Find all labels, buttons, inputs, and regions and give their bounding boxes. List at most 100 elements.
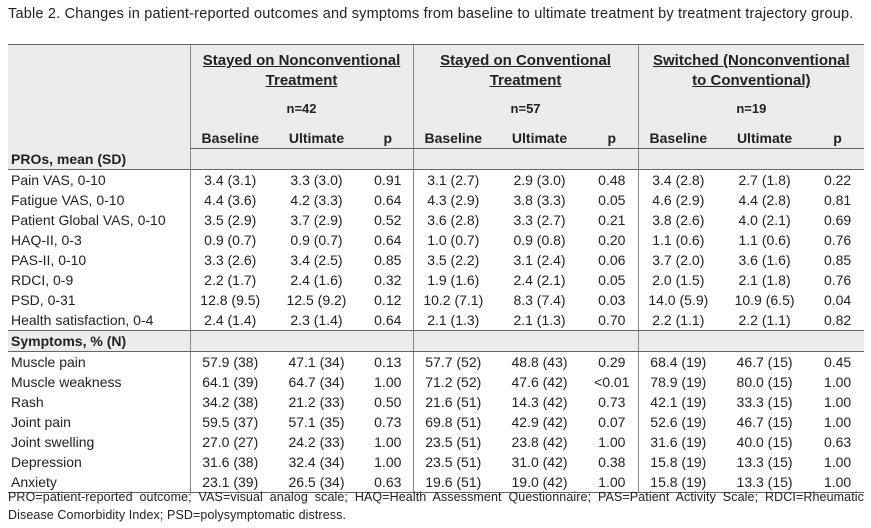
data-row: RDCI, 0-9 2.2 (1.7) 2.4 (1.6) 0.32 1.9 (1.6)… xyxy=(8,270,864,290)
value-cell: 3.8 (3.3) xyxy=(513,192,566,208)
value-cell: 1.00 xyxy=(374,454,402,470)
value-cell: 23.8 (42) xyxy=(511,434,568,450)
value-cell: 47.6 (42) xyxy=(511,374,568,390)
value-cell: <0.01 xyxy=(594,374,630,390)
value-cell: 64.7 (34) xyxy=(288,374,345,390)
section-fill xyxy=(363,330,414,352)
group-header: Switched (Nonconventional to Conventiona… xyxy=(637,44,865,95)
value-cell: 12.8 (9.5) xyxy=(189,290,270,310)
value-cell: 1.9 (1.6) xyxy=(412,270,494,290)
section-fill xyxy=(363,148,414,170)
value-cell: 42.1 (19) xyxy=(637,392,719,412)
value-cell: 3.7 (2.0) xyxy=(637,250,719,270)
value-cell: 26.5 (34) xyxy=(270,472,363,493)
value-cell: 0.82 xyxy=(811,310,865,331)
row-label: Health satisfaction, 0-4 xyxy=(8,310,190,331)
value-cell: 2.2 (1.1) xyxy=(637,310,719,331)
value-cell: 4.0 (2.1) xyxy=(738,212,791,228)
value-cell: 0.85 xyxy=(823,252,852,268)
value-cell: 69.8 (51) xyxy=(412,412,494,432)
value-cell: 31.0 (42) xyxy=(511,454,568,470)
value-cell: 40.0 (15) xyxy=(736,434,793,450)
section-fill xyxy=(270,330,363,352)
row-label: Rash xyxy=(11,394,44,410)
value-cell: 2.2 (1.1) xyxy=(718,310,812,331)
value-cell: 0.70 xyxy=(586,310,639,331)
column-header: Baseline xyxy=(637,123,719,149)
section-row: Symptoms, % (N) xyxy=(8,330,865,352)
data-row: Fatigue VAS, 0-10 4.4 (3.6) 4.2 (3.3) 0.64 4… xyxy=(8,190,864,210)
value-cell: 31.6 (38) xyxy=(189,452,270,472)
value-cell: 0.64 xyxy=(374,232,402,248)
value-cell: 0.05 xyxy=(598,272,626,288)
value-cell: 0.85 xyxy=(374,252,402,268)
value-cell: 1.00 xyxy=(823,454,852,470)
section-fill xyxy=(189,148,270,170)
value-cell: 3.4 (3.1) xyxy=(189,169,270,190)
value-cell: 19.0 (42) xyxy=(493,472,587,493)
value-cell: 2.1 (1.3) xyxy=(493,310,587,331)
value-cell: 0.73 xyxy=(598,394,626,410)
value-cell: 0.9 (0.7) xyxy=(290,232,343,248)
value-cell: 3.5 (2.2) xyxy=(412,250,494,270)
value-cell: 23.5 (51) xyxy=(412,452,494,472)
corner-cell xyxy=(8,44,190,149)
value-cell: 2.1 (1.3) xyxy=(412,310,494,331)
value-cell: 13.3 (15) xyxy=(736,454,793,470)
value-cell: 2.2 (1.7) xyxy=(189,270,270,290)
value-cell: 0.91 xyxy=(374,172,402,188)
row-label: PSD, 0-31 xyxy=(11,292,76,308)
group-n: n=19 xyxy=(637,95,865,123)
value-cell: 10.2 (7.1) xyxy=(412,290,494,310)
value-cell: 0.73 xyxy=(374,414,402,430)
value-cell: 2.4 (1.6) xyxy=(290,272,343,288)
section-name: PROs, mean (SD) xyxy=(8,148,190,170)
value-cell: 4.6 (2.9) xyxy=(637,190,719,210)
footnote: PRO=patient-reported outcome; VAS=visual… xyxy=(8,490,864,522)
section-row: PROs, mean (SD) xyxy=(8,148,865,170)
row-label: RDCI, 0-9 xyxy=(11,272,74,288)
row-label: Joint swelling xyxy=(11,434,95,450)
group-n: n=57 xyxy=(412,95,639,123)
value-cell: 1.1 (0.6) xyxy=(637,230,719,250)
value-cell: 0.22 xyxy=(823,172,852,188)
value-cell: 19.6 (51) xyxy=(412,472,494,493)
data-row: HAQ-II, 0-3 0.9 (0.7) 0.9 (0.7) 0.64 1.0 (0.… xyxy=(8,230,864,250)
group-name: Stayed on Nonconventional Treatment xyxy=(202,52,401,89)
value-cell: 1.00 xyxy=(823,394,852,410)
data-row: Rash 34.2 (38) 21.2 (33) 0.50 21.6 (51) 14.3 … xyxy=(8,392,864,412)
value-cell: 0.03 xyxy=(598,292,626,308)
data-row: PAS-II, 0-10 3.3 (2.6) 3.4 (2.5) 0.85 3.5 (2… xyxy=(8,250,864,270)
section-fill xyxy=(493,330,587,352)
section-fill xyxy=(412,148,494,170)
value-cell: 0.63 xyxy=(363,472,414,493)
column-header: Baseline xyxy=(189,123,270,149)
data-row: PSD, 0-31 12.8 (9.5) 12.5 (9.2) 0.12 10.2 (7… xyxy=(8,290,864,310)
value-cell: 47.1 (34) xyxy=(288,354,345,370)
data-row: Joint pain 59.5 (37) 57.1 (35) 0.73 69.8 (51… xyxy=(8,412,864,432)
section-fill xyxy=(412,330,494,352)
section-fill xyxy=(811,330,865,352)
value-cell: 0.64 xyxy=(374,192,402,208)
value-cell: 0.04 xyxy=(823,292,852,308)
value-cell: 0.12 xyxy=(374,292,402,308)
value-cell: 1.00 xyxy=(598,434,626,450)
value-cell: 4.4 (2.8) xyxy=(738,192,791,208)
section-fill xyxy=(493,148,587,170)
value-cell: 0.9 (0.7) xyxy=(189,230,270,250)
value-cell: 0.52 xyxy=(374,212,402,228)
value-cell: 0.13 xyxy=(374,354,402,370)
section-fill xyxy=(586,330,639,352)
value-cell: 78.9 (19) xyxy=(637,372,719,392)
header-row: Stayed on Nonconventional Treatment Staye… xyxy=(8,44,865,149)
value-cell: 0.76 xyxy=(823,232,852,248)
value-cell: 0.29 xyxy=(598,354,626,370)
value-cell: 0.69 xyxy=(823,212,852,228)
value-cell: 3.5 (2.9) xyxy=(189,210,270,230)
row-label: Patient Global VAS, 0-10 xyxy=(11,212,166,228)
value-cell: 2.4 (1.4) xyxy=(189,310,270,331)
section-fill xyxy=(637,330,719,352)
section-fill xyxy=(718,330,812,352)
value-cell: 4.3 (2.9) xyxy=(412,190,494,210)
value-cell: 48.8 (43) xyxy=(511,354,568,370)
